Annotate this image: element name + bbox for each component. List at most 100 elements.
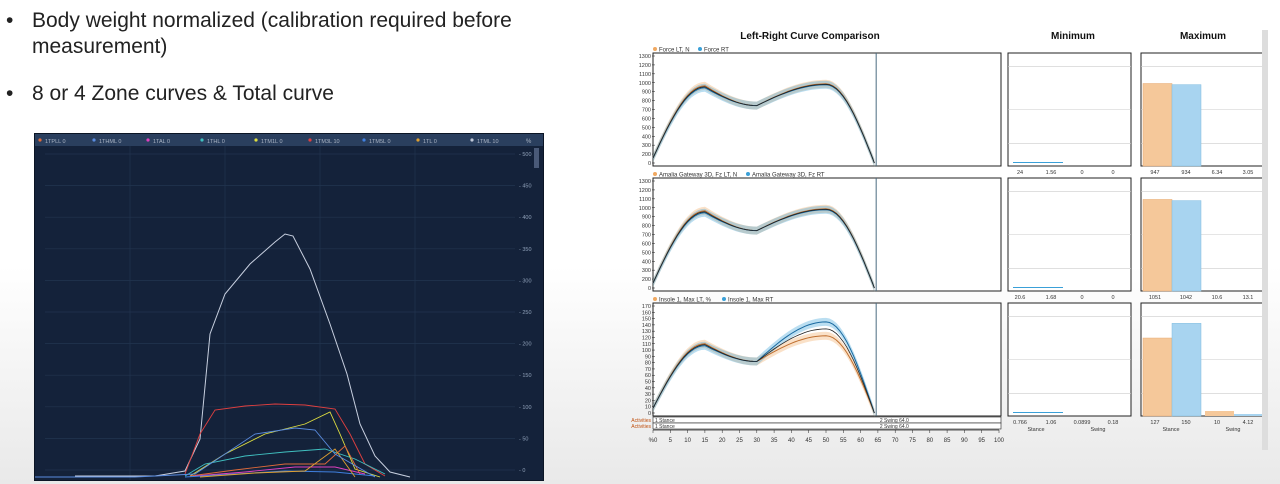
min-value-label: 1.56 [1046,170,1057,176]
left-curve [652,335,875,414]
x-tick-label: 5 [669,438,673,444]
y-tick-label: 170 [642,304,651,310]
x-tick-label: 30 [753,438,760,444]
zone-curve [184,403,386,477]
zone-curve [189,445,361,477]
max-value-label: 10.6 [1212,295,1223,301]
activity-row [652,416,1002,424]
minimum-title: Minimum [1051,31,1095,42]
zone-curve [35,427,376,478]
x-tick-label: 40 [788,438,795,444]
y-unit-label: % [526,139,532,145]
legend-dot [92,138,96,142]
y-tick-label: 800 [642,99,651,105]
y-tick-label: 60 [645,373,651,379]
y-tick-label: 30 [645,392,651,398]
x-tick-label: 20 [719,438,726,444]
zone-curves-plot[interactable]: 1TPLL 0 1THML 0 1TAL 0 1THL 0 1TM1L 0 1TM3L 1… [34,133,544,481]
x-tick-label: %0 [649,438,658,444]
comparison-svg: Left-Right Curve Comparison Minimum Maximu… [631,31,1268,444]
max-value-label: 947 [1150,170,1159,176]
x-tick-label: 15 [702,438,709,444]
slide-bullets: • Body weight normalized (calibration re… [6,8,566,128]
zone-curve [184,448,386,477]
y-tick-label: - 200 [519,342,532,348]
min-bar [1013,162,1063,163]
zone-curves-svg[interactable]: 1TPLL 0 1THML 0 1TAL 0 1THL 0 1TM1L 0 1TM3L 1… [35,134,543,480]
legend-right-dot [722,297,726,301]
legend-left-dot [653,47,657,51]
max-value-label: 1042 [1180,295,1192,301]
y-tick-label: 300 [642,268,651,274]
x-tick-label: 75 [909,438,916,444]
y-tick-label: 900 [642,90,651,96]
y-tick-label: - 450 [519,184,532,190]
max-bar-left-swing [1205,411,1234,416]
legend-left-label: Insole 1, Max LT, % [659,298,712,304]
max-bar-left [1142,337,1173,417]
legend-dot [38,138,42,142]
y-tick-label: 700 [642,233,651,239]
bullet-text: measurement) [32,35,168,58]
min-value-label: 1.06 [1046,420,1057,426]
bullet-text: 8 or 4 Zone curves & Total curve [32,82,334,105]
legend-label: 1TPLL 0 [45,139,66,145]
x-tick-label: 80 [926,438,933,444]
mean-curve [652,208,875,289]
y-tick-label: 300 [642,143,651,149]
y-tick-label: - 400 [519,215,532,221]
y-tick-label: 90 [645,354,651,360]
y-tick-label: 110 [642,342,651,348]
right-curve [652,321,875,414]
mean-curve [652,328,875,414]
x-tick-label: 100 [994,438,1005,444]
min-value-label: 0 [1080,170,1083,176]
legend-label: 1TM5L 0 [369,139,391,145]
y-tick-label: - 250 [519,310,532,316]
max-value-label: 4.12 [1243,420,1254,426]
comparison-row: Insole 1, Max LT, % Insole 1, Max RT 17016… [642,297,1268,433]
scrollbar[interactable] [1262,30,1268,450]
legend-dot [146,138,150,142]
max-bar-right [1171,200,1202,292]
min-value-label: 0.0899 [1074,420,1091,426]
y-tick-label: - 300 [519,278,532,284]
y-tick-label: 1000 [639,81,651,87]
y-tick-label: 200 [642,277,651,283]
y-tick-label: 200 [642,152,651,158]
y-tick-label: 150 [642,317,651,323]
y-tick-label: 600 [642,116,651,122]
legend-label: 1TL 0 [423,139,437,145]
max-bar-right-swing [1234,414,1263,416]
x-tick-label: 10 [684,438,691,444]
legend-right-dot [746,172,750,176]
legend-bar [35,134,543,146]
zone-curve [194,466,366,477]
activity-swing: 2 Swing 64.0 [880,424,909,430]
activity-stance: 1 Stance [655,418,675,424]
y-tick-label: 80 [645,361,651,367]
x-tick-label: 60 [857,438,864,444]
y-tick-label: 1100 [639,72,651,78]
activity-label: Activities [631,418,651,424]
x-tick-label: 35 [771,438,778,444]
legend-dot [362,138,366,142]
y-tick-label: 1100 [639,197,651,203]
activity-swing: 2 Swing 64.0 [880,418,909,424]
legend-dot [308,138,312,142]
legend-dot [470,138,474,142]
y-tick-label: 0 [648,161,651,167]
y-tick-label: 140 [642,323,651,329]
max-bar-right [1171,323,1202,417]
min-value-label: 0 [1111,170,1114,176]
legend-left-dot [653,172,657,176]
y-tick-label: - 50 [519,436,528,442]
x-tick-label: 65 [875,438,882,444]
max-bar-right [1171,84,1202,167]
min-value-label: 24 [1017,170,1023,176]
legend-left-label: Force LT, N [659,48,690,54]
y-tick-label: - 500 [519,152,532,158]
y-tick-label: 500 [642,250,651,256]
max-bar-left [1142,199,1173,292]
zone-curve [189,411,381,478]
